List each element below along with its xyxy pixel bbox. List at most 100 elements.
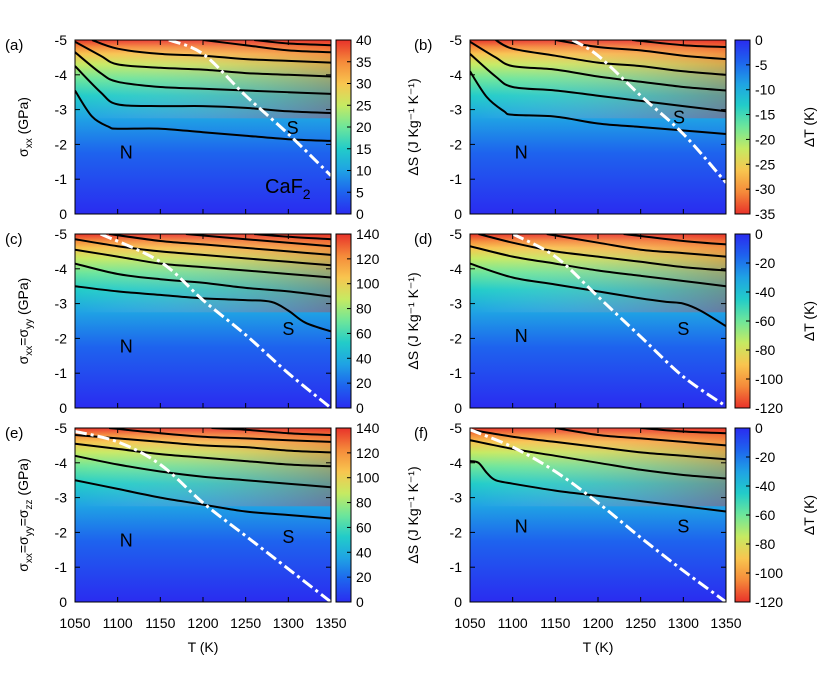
colorbar-tick-label: 15 — [356, 141, 372, 157]
contour-line-4 — [75, 434, 331, 454]
contour-line-2 — [75, 65, 331, 115]
contour-line-1 — [75, 479, 331, 520]
contour-line-5 — [108, 234, 331, 256]
region-label-s: S — [282, 319, 294, 339]
contour-line-3 — [75, 248, 331, 279]
y-axis-label: σxx=σyy=σzz (GPa) — [15, 458, 35, 572]
colorbar-tick-label: -20 — [755, 255, 775, 271]
region-label-n: N — [120, 530, 133, 550]
panels: 0 -1 -2 -3 -4 -5 (a) N S CaF2 σxx (GPa) 0 5 10 15 20 25 3… — [5, 32, 817, 631]
y-tick-label: -1 — [55, 171, 68, 187]
colorbar-tick-label: -35 — [755, 206, 775, 222]
region-label-s: S — [677, 319, 689, 339]
x-tick-label: 1300 — [668, 615, 699, 631]
colorbar-tick-label: 0 — [356, 594, 364, 610]
colorbar-tick-label: 30 — [356, 76, 372, 92]
panel-label: (c) — [5, 231, 23, 248]
contour-line-5 — [623, 234, 726, 246]
colorbar-tick-label: 20 — [356, 375, 372, 391]
x-tick-label: 1350 — [315, 615, 346, 631]
colorbar-tick-label: -40 — [755, 478, 775, 494]
panel-d: 0 -1 -2 -3 -4 -5 (d) N S 0 -20 -40 -60 -80 -100 -120 ΔT … — [414, 226, 817, 416]
contour-line-2 — [75, 262, 331, 298]
colorbar-tick-label: 20 — [356, 569, 372, 585]
contour-line-1 — [75, 285, 331, 333]
y-tick-label: 0 — [454, 400, 462, 416]
colorbar-label: ΔT (K) — [801, 107, 817, 147]
y-tick-label: -4 — [450, 67, 463, 83]
colorbar-tick-label: 80 — [356, 301, 372, 317]
region-label-n: N — [120, 142, 133, 162]
colorbar-tick-label: 60 — [356, 519, 372, 535]
contour-line-5 — [91, 40, 331, 64]
y-axis-label: σxx (GPa) — [15, 97, 35, 157]
phase-boundary-line — [470, 428, 726, 602]
panel-f: 0 -1 -2 -3 -4 -5 1050 1100 1150 1200 1250 1300 1350 (… — [414, 420, 817, 631]
colorbar-tick-label: 25 — [356, 97, 372, 113]
y-tick-label: -3 — [55, 102, 68, 118]
contour-line-3 — [75, 442, 331, 468]
region-label-n: N — [515, 326, 528, 346]
panel-label: (b) — [414, 37, 432, 54]
x-tick-label: 1200 — [582, 615, 613, 631]
phase-boundary-line — [75, 430, 331, 602]
y-tick-label: -3 — [55, 296, 68, 312]
y-tick-label: 0 — [59, 206, 67, 222]
panel-a: 0 -1 -2 -3 -4 -5 (a) N S CaF2 σxx (GPa) 0 5 10 15 20 25 3… — [5, 32, 421, 222]
heatmap-warm-overlay — [470, 428, 726, 507]
y-tick-label: -3 — [450, 296, 463, 312]
contour-line-4 — [555, 428, 726, 447]
material-label: CaF2 — [265, 176, 311, 202]
contour-line-3 — [470, 428, 726, 461]
colorbar-tick-label: -10 — [755, 82, 775, 98]
colorbar-tick-label: -25 — [755, 156, 775, 172]
colorbar-tick-label: 100 — [356, 276, 380, 292]
panel-label: (e) — [5, 425, 23, 442]
panel-label: (a) — [5, 37, 23, 54]
y-tick-label: -4 — [55, 261, 68, 277]
colorbar-tick-label: 60 — [356, 325, 372, 341]
phase-boundary-line — [571, 40, 726, 184]
colorbar-tick-label: -20 — [755, 449, 775, 465]
y-tick-label: 0 — [59, 594, 67, 610]
contour-line-2 — [75, 454, 331, 489]
colorbar-tick-label: 40 — [356, 32, 372, 48]
y-tick-label: -4 — [450, 261, 463, 277]
x-tick-label: 1100 — [498, 615, 528, 631]
contour-line-2 — [470, 439, 726, 480]
contour-line-6 — [631, 40, 726, 48]
colorbar-tick-label: 0 — [755, 32, 763, 48]
colorbar-tick-label: 0 — [755, 226, 763, 242]
x-axis-label-left: T (K) — [188, 639, 219, 655]
contour-line-1 — [470, 70, 726, 135]
phase-boundary-line — [99, 234, 331, 408]
y-tick-label: -2 — [450, 136, 463, 152]
region-label-s: S — [282, 527, 294, 547]
panel-label: (d) — [414, 231, 432, 248]
y-tick-label: -2 — [450, 524, 463, 540]
colorbar-tick-label: 20 — [356, 119, 372, 135]
y-tick-label: -5 — [55, 420, 68, 436]
contour-line-4 — [75, 40, 331, 78]
y-tick-label: -1 — [55, 365, 68, 381]
x-tick-label: 1250 — [625, 615, 656, 631]
contour-line-6 — [202, 40, 331, 54]
panel-b: 0 -1 -2 -3 -4 -5 (b) N S 0 -5 -10 -15 -20 -25 -30 -35 ΔT … — [414, 32, 817, 222]
colorbar-label: ΔT (K) — [801, 301, 817, 341]
colorbar-tick-label: 5 — [356, 184, 364, 200]
colorbar-label: ΔS (J Kg⁻¹ K⁻¹) — [405, 466, 421, 563]
colorbar-tick-label: -100 — [755, 371, 783, 387]
colorbar-tick-label: -120 — [755, 400, 783, 416]
colorbar-tick-label: 0 — [356, 206, 364, 222]
y-tick-label: -1 — [450, 559, 463, 575]
y-tick-label: -3 — [55, 490, 68, 506]
colorbar-tick-label: 40 — [356, 350, 372, 366]
colorbar-tick-label: 80 — [356, 495, 372, 511]
y-axis-label: σxx=σyy (GPa) — [15, 278, 35, 365]
colorbar-tick-label: 140 — [356, 226, 380, 242]
colorbar-tick-label: 10 — [356, 163, 372, 179]
x-tick-label: 1250 — [230, 615, 261, 631]
x-tick-label: 1150 — [145, 615, 175, 631]
contour-line-6 — [211, 428, 331, 436]
